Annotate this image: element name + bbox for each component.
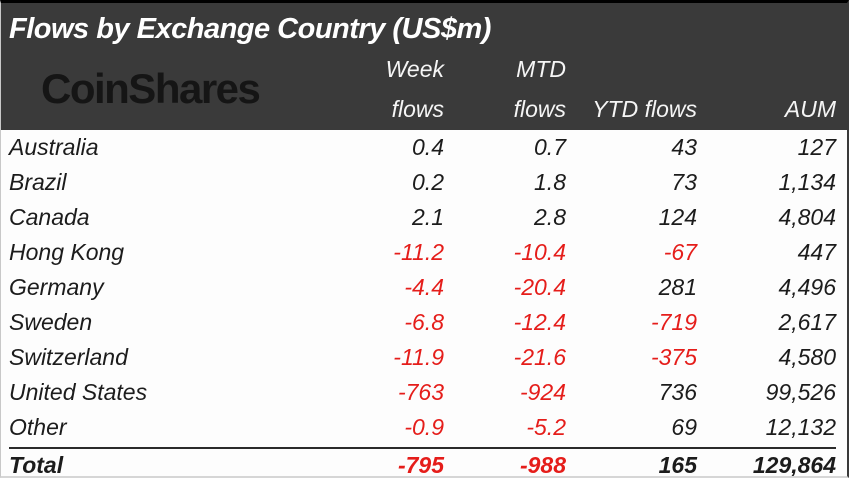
mtd-flows-value: 2.8 [534, 204, 566, 230]
week-flows-value: -4.4 [404, 274, 444, 300]
ytd-flows-value: 281 [658, 274, 697, 300]
table-row-other: Other -0.9 -5.2 69 12,132 [9, 410, 836, 445]
column-header-row: CoinShares Week flows MTD flows YTD flow… [9, 50, 836, 128]
mtd-flows-value: -10.4 [513, 239, 566, 265]
mtd-flows-value: -20.4 [513, 274, 566, 300]
ytd-flows-value: 73 [671, 169, 697, 195]
total-mtd-flows-value: -988 [519, 452, 566, 478]
week-flows-value: -11.9 [393, 344, 444, 370]
week-flows-value: -6.8 [404, 309, 444, 335]
ytd-flows-value: 736 [658, 379, 697, 405]
country-label: Germany [9, 274, 104, 300]
week-flows-value: -763 [397, 379, 444, 405]
mtd-flows-value: -21.6 [513, 344, 566, 370]
coinshares-logo: CoinShares [41, 64, 261, 112]
week-flows-value: -11.2 [393, 239, 444, 265]
total-label: Total [9, 452, 64, 478]
column-header-week-flows: Week flows [385, 56, 444, 122]
total-week-flows-value: -795 [397, 452, 444, 478]
aum-value: 127 [797, 134, 836, 160]
country-label: United States [9, 379, 148, 405]
table-row-united-states: United States -763 -924 736 99,526 [9, 375, 836, 410]
mtd-flows-value: -12.4 [513, 309, 566, 335]
table-row-canada: Canada 2.1 2.8 124 4,804 [9, 200, 836, 235]
week-flows-value: 2.1 [412, 204, 444, 230]
mtd-flows-value: 0.7 [534, 134, 566, 160]
aum-value: 1,134 [778, 169, 836, 195]
ytd-flows-value: 43 [671, 134, 697, 160]
aum-value: 12,132 [765, 414, 836, 440]
week-flows-value: 0.4 [412, 134, 444, 160]
country-label: Australia [9, 134, 99, 160]
country-label: Switzerland [9, 344, 128, 370]
ytd-flows-value: -375 [650, 344, 697, 370]
mtd-flows-value: -5.2 [526, 414, 566, 440]
table-row-hong-kong: Hong Kong -11.2 -10.4 -67 447 [9, 235, 836, 270]
column-header-aum: AUM [784, 95, 836, 122]
table-row-australia: Australia 0.4 0.7 43 127 [9, 130, 836, 165]
aum-value: 99,526 [765, 379, 836, 405]
table-row-total: Total -795 -988 165 129,864 [9, 449, 836, 478]
table-title: Flows by Exchange Country (US$m) [9, 13, 491, 45]
ytd-flows-value: 124 [658, 204, 697, 230]
country-label: Brazil [9, 169, 67, 195]
aum-value: 4,496 [778, 274, 836, 300]
week-flows-value: 0.2 [412, 169, 444, 195]
table-header: Flows by Exchange Country (US$m) CoinSha… [1, 3, 847, 130]
aum-value: 447 [797, 239, 836, 265]
column-header-mtd-flows: MTD flows [513, 56, 566, 122]
country-label: Other [9, 414, 67, 440]
country-label: Sweden [9, 309, 93, 335]
aum-value: 2,617 [778, 309, 836, 335]
ytd-flows-value: -67 [663, 239, 697, 265]
aum-value: 4,804 [778, 204, 836, 230]
table-row-germany: Germany -4.4 -20.4 281 4,496 [9, 270, 836, 305]
mtd-flows-value: 1.8 [534, 169, 566, 195]
total-row-divider: Total -795 -988 165 129,864 [9, 447, 836, 478]
table-body: Australia 0.4 0.7 43 127 Brazil 0.2 1.8 … [1, 130, 847, 478]
table-row-brazil: Brazil 0.2 1.8 73 1,134 [9, 165, 836, 200]
country-label: Canada [9, 204, 90, 230]
country-label: Hong Kong [9, 239, 125, 265]
total-aum-value: 129,864 [752, 452, 836, 478]
mtd-flows-value: -924 [519, 379, 566, 405]
table-row-switzerland: Switzerland -11.9 -21.6 -375 4,580 [9, 340, 836, 375]
aum-value: 4,580 [778, 344, 836, 370]
table-row-sweden: Sweden -6.8 -12.4 -719 2,617 [9, 305, 836, 340]
week-flows-value: -0.9 [404, 414, 444, 440]
column-header-ytd-flows: YTD flows [592, 95, 697, 122]
ytd-flows-value: 69 [671, 414, 697, 440]
ytd-flows-value: -719 [650, 309, 697, 335]
total-ytd-flows-value: 165 [658, 452, 697, 478]
